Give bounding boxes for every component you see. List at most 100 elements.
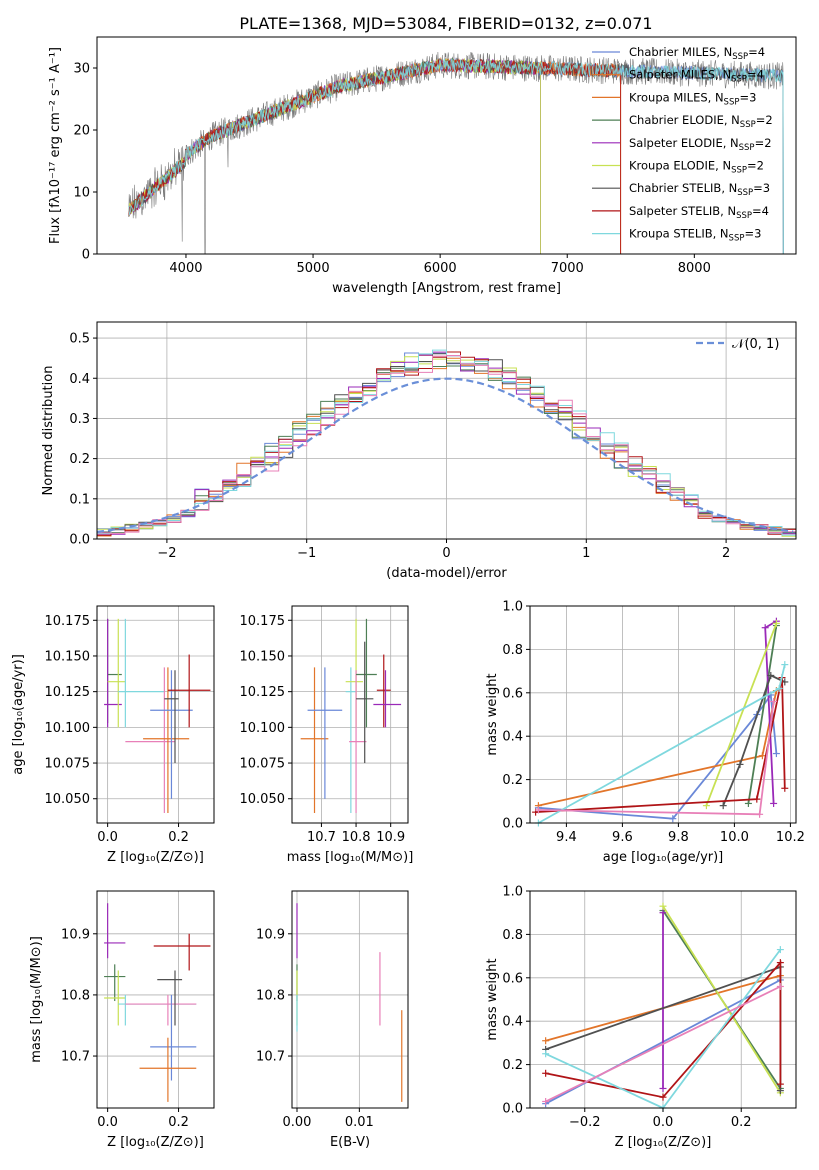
x-tick-label: 0.01 [345,1115,374,1130]
axes-frame [291,890,409,1109]
y-tick-label: 0.8 [502,643,523,658]
y-tick-label: 10.125 [240,685,286,700]
x-tick-label: 0.0 [97,1115,118,1130]
legend-label: Kroupa MILES, NSSP=3 [629,90,756,107]
spectrum-legend: Chabrier MILES, NSSP=4 Salpeter MILES, NS… [592,45,773,244]
axes-frame [291,605,409,824]
y-tick-label: 0.8 [502,928,523,943]
x-tick-label: 9.8 [668,830,689,845]
legend-label: Salpeter ELODIE, NSSP=2 [629,136,772,153]
y-tick-label: 0.2 [502,1058,523,1073]
x-axis-label: Z [log₁₀(Z/Z⊙)] [615,1135,712,1150]
y-tick-label: 10.075 [240,757,286,772]
x-tick-label: 9.6 [612,830,633,845]
y-tick-label: 0.4 [502,730,523,745]
x-tick-label: 1 [582,546,590,561]
age-vs-Z-panel: 0.0 0.2 10.050 10.075 10.100 10.125 10.150 10.1… [11,605,215,865]
y-axis-label: mass weight [485,958,500,1040]
x-tick-label: 10.8 [342,830,371,845]
y-tick-label: 0.2 [69,452,90,467]
x-tick-label: 10.9 [376,830,405,845]
x-axis-label: Z [log₁₀(Z/Z⊙)] [107,1135,204,1150]
model-spectrum-1 [128,58,622,254]
weight-line-4 [662,905,782,1094]
y-tick-label: 10.100 [240,721,286,736]
normal-curve [97,377,794,534]
x-tick-label: 2 [722,546,730,561]
y-tick-label: 10.7 [256,1050,285,1065]
y-tick-label: 10.100 [45,721,91,736]
y-tick-label: 10.150 [240,649,286,664]
x-tick-label: 0.2 [168,1115,189,1130]
y-tick-label: 0.4 [69,372,90,387]
y-axis-label: Flux [fλ10⁻¹⁷ erg cm⁻² s⁻¹ A⁻¹] [48,47,63,244]
weight-line-4 [705,623,778,806]
y-tick-label: 30 [73,62,90,77]
mass-vs-Z-panel: 0.0 0.2 10.7 10.8 10.9 Z [log₁₀(Z/Z⊙)] mass [l… [29,890,215,1150]
legend-label: Chabrier MILES, NSSP=4 [629,45,765,62]
y-tick-label: 10.9 [61,927,90,942]
y-tick-label: 10.7 [61,1050,90,1065]
x-tick-label: 10.2 [776,830,805,845]
x-axis-label: mass [log₁₀(M/M⊙)] [287,850,414,865]
legend-label: Kroupa ELODIE, NSSP=2 [629,159,764,176]
y-tick-label: 10.150 [45,649,91,664]
y-tick-label: 10.125 [45,685,91,700]
spectrum-panel: 4000 5000 6000 7000 8000 0 10 20 30 wavelength [A… [48,36,797,296]
figure-title: PLATE=1368, MJD=53084, FIBERID=0132, z=0… [239,14,652,33]
observed-spectrum [128,51,784,254]
y-tick-label: 0.4 [502,1015,523,1030]
y-tick-label: 10.075 [45,757,91,772]
y-tick-label: 0 [82,248,90,263]
legend-label: Chabrier STELIB, NSSP=3 [629,181,770,198]
x-axis-label: age [log₁₀(age/yr)] [603,850,724,865]
y-tick-label: 20 [73,124,90,139]
legend-label: Chabrier ELODIE, NSSP=2 [629,113,773,130]
x-tick-label: 10.0 [720,830,749,845]
x-axis-label: E(B-V) [330,1135,370,1150]
histogram-series-8 [97,355,796,537]
x-tick-label: −1 [297,546,316,561]
weight-line-8 [545,985,781,1103]
x-axis-label: Z [log₁₀(Z/Z⊙)] [107,850,204,865]
model-spectrum-7 [128,58,622,254]
legend-label: Salpeter MILES, NSSP=4 [629,68,764,85]
mass-weight-vs-Z-panel: −0.2 0.0 0.2 0.0 0.2 0.4 0.6 0.8 1.0 Z [log₁₀(Z/Z… [485,885,797,1150]
y-axis-label: mass [log₁₀(M/M⊙)] [29,936,44,1063]
y-tick-label: 10.050 [240,792,286,807]
y-tick-label: 0.0 [69,533,90,548]
weight-line-2 [747,625,778,804]
x-tick-label: 5000 [297,261,330,276]
y-axis-label: mass weight [485,673,500,755]
weight-line-1 [538,690,778,807]
x-tick-label: 4000 [169,261,202,276]
model-spectrum-2 [128,56,622,254]
axes-frame [529,605,797,824]
x-axis-label: wavelength [Angstrom, rest frame] [332,281,561,296]
legend-label: Salpeter STELIB, NSSP=4 [629,204,769,221]
x-tick-label: 8000 [678,261,711,276]
y-tick-label: 1.0 [502,600,523,615]
y-tick-label: 10.8 [61,988,90,1003]
age-vs-mass-panel: 10.7 10.8 10.9 10.050 10.075 10.100 10.125 10.1… [240,605,414,865]
y-tick-label: 10.8 [256,988,285,1003]
x-tick-label: 10.7 [307,830,336,845]
weight-line-5 [722,674,786,806]
x-tick-label: 0.2 [731,1115,752,1130]
x-tick-label: 0.2 [168,830,189,845]
y-tick-label: 10.175 [240,614,286,629]
x-tick-label: 9.4 [556,830,577,845]
y-axis-label: Normed distribution [41,366,56,496]
mass-vs-ebv-panel: 0.00 0.01 10.7 10.8 10.9 E(B-V) [256,890,409,1150]
legend-label: 𝒩(0, 1) [732,337,779,352]
axes-frame [96,605,215,824]
y-tick-label: 0.1 [69,492,90,507]
y-tick-label: 10.175 [45,614,91,629]
residuals-panel: −2 −1 0 1 2 0.0 0.1 0.2 0.3 0.4 0.5 (data-model)/er… [41,321,797,581]
x-tick-label: 0.0 [97,830,118,845]
x-tick-label: −0.2 [569,1115,601,1130]
axes-frame [96,890,215,1109]
y-tick-label: 0.3 [69,412,90,427]
y-tick-label: 0.2 [502,773,523,788]
